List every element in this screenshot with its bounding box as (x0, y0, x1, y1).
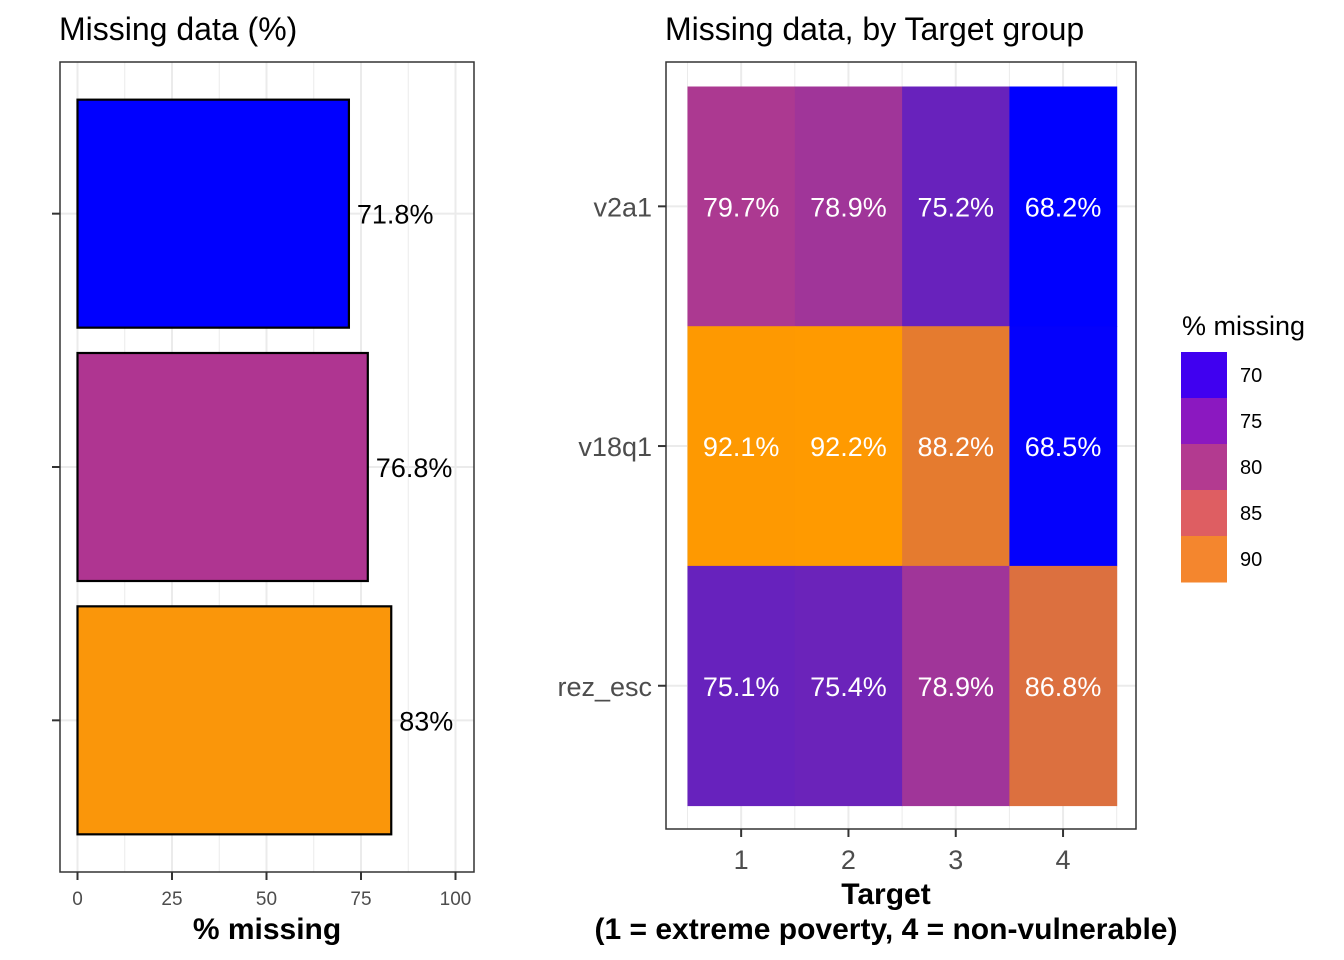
bar-x-tick-label: 75 (350, 889, 371, 910)
heatmap-cell-v18q1-2 (794, 326, 903, 567)
legend-key-80 (1181, 444, 1227, 491)
heatmap-x-axis-label: Target (841, 878, 930, 911)
heatmap-cell-v18q1-1 (687, 326, 796, 567)
bar-chart-panel: 71.8% 76.8% 83% 0 25 50 75 100 Missing data (%)%… (52, 11, 475, 946)
bar-data-label: 76.8% (376, 453, 453, 483)
bar-x-tick-label: 50 (256, 889, 277, 910)
bar-x-tick-label: 100 (440, 889, 472, 910)
legend-key-75 (1181, 398, 1227, 445)
heatmap-cell-label: 79.7% (703, 192, 780, 222)
heatmap-cell-label: 88.2% (917, 432, 994, 462)
heatmap-cell-label: 75.2% (917, 192, 994, 222)
heatmap-cell-rez_esc-1 (687, 565, 796, 807)
heatmap-x-tick-label: 1 (734, 845, 749, 875)
heatmap-y-tick-label: v18q1 (578, 432, 652, 462)
heatmap-cell-v18q1-4 (1009, 326, 1118, 567)
bar-v18q1 (76, 351, 369, 583)
heatmap-cell-v2a1-4 (1009, 86, 1118, 327)
heatmap-cell-label: 86.8% (1025, 672, 1102, 702)
heatmap-cell-label: 92.1% (703, 432, 780, 462)
heatmap-legend: % missing 70 75 80 85 90 (1181, 311, 1305, 583)
heatmap-cell-label: 78.9% (917, 672, 994, 702)
heatmap-cell-rez_esc-3 (902, 565, 1010, 807)
heatmap-cell-rez_esc-4 (1009, 565, 1118, 807)
legend-label: 70 (1240, 365, 1262, 387)
legend-label: 90 (1240, 549, 1262, 571)
legend-label: 80 (1240, 457, 1262, 479)
heatmap-cell-rez_esc-2 (794, 565, 903, 807)
heatmap-cell-v2a1-1 (687, 86, 796, 327)
bar-x-tick-label: 0 (72, 889, 83, 910)
bar-data-label: 83% (399, 706, 453, 736)
heatmap-x-tick-label: 3 (948, 845, 963, 875)
legend-label: 85 (1240, 503, 1262, 525)
heatmap-cell-label: 78.9% (810, 192, 887, 222)
heatmap-cell-label: 75.4% (810, 672, 887, 702)
heatmap-cell-label: 68.2% (1025, 192, 1102, 222)
heatmap-cell-v2a1-3 (902, 86, 1010, 327)
heatmap-x-tick-label: 4 (1056, 845, 1071, 875)
bar-rez_esc (76, 605, 393, 836)
heatmap-x-tick-label: 2 (841, 845, 856, 875)
heatmap-y-tick-label: v2a1 (593, 192, 652, 222)
bar-x-tick-label: 25 (161, 889, 182, 910)
heatmap-title: Missing data, by Target group (665, 11, 1084, 47)
bar-chart-title: Missing data (%) (59, 11, 297, 47)
heatmap-panel: 79.7% 78.9% 75.2% 68.2% 92.1% 92.2% 88.2% 68.5%… (557, 11, 1177, 946)
heatmap-y-tick-label: rez_esc (557, 672, 652, 702)
bar-data-label: 71.8% (357, 200, 434, 230)
legend-key-90 (1181, 536, 1227, 583)
heatmap-x-axis-sublabel: (1 = extreme poverty, 4 = non-vulnerable… (595, 913, 1178, 946)
legend-key-70 (1181, 352, 1227, 399)
heatmap-cell-label: 92.2% (810, 432, 887, 462)
heatmap-cell-v2a1-2 (794, 86, 903, 327)
legend-key-85 (1181, 490, 1227, 537)
heatmap-cell-label: 75.1% (703, 672, 780, 702)
legend-label: 75 (1240, 411, 1262, 433)
heatmap-cell-v18q1-3 (902, 326, 1010, 567)
bar-x-axis-label: % missing (193, 913, 341, 946)
heatmap-cell-label: 68.5% (1025, 432, 1102, 462)
bar-v2a1 (76, 98, 351, 329)
legend-title: % missing (1182, 311, 1305, 341)
